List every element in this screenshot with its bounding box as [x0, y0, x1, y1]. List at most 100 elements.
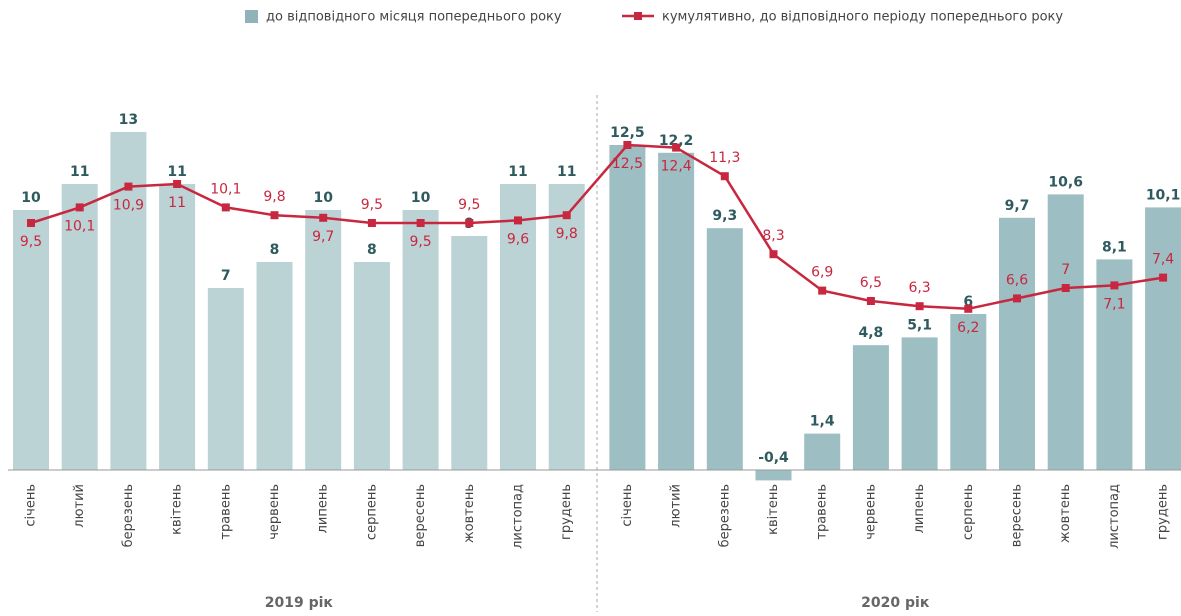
line-marker — [367, 219, 376, 227]
x-tick-label: травень — [218, 484, 233, 540]
line-label: 6,3 — [908, 280, 930, 296]
bar — [950, 314, 987, 470]
bar — [256, 262, 293, 470]
x-tick-label: вересень — [413, 484, 428, 547]
line-marker — [319, 213, 328, 222]
bar-label: 1,4 — [810, 414, 835, 430]
bar-label: 8,1 — [1102, 239, 1127, 255]
line-marker — [964, 304, 973, 313]
line-marker — [562, 211, 571, 220]
x-tick-label: червень — [267, 484, 282, 540]
bar — [207, 288, 244, 470]
line-label: 9,5 — [361, 197, 383, 213]
bar — [804, 433, 841, 470]
line-marker — [1159, 273, 1168, 282]
bar — [1145, 207, 1181, 470]
line-marker — [173, 180, 182, 188]
x-tick-label: квітень — [170, 484, 185, 535]
bar-label: 9,3 — [712, 208, 737, 224]
bar — [706, 228, 743, 470]
bar-label: 12,2 — [659, 133, 694, 149]
bar — [305, 210, 342, 470]
x-tick-label: березень — [121, 484, 136, 547]
line-marker — [465, 219, 474, 227]
line-marker — [769, 250, 778, 259]
bar-label: 10 — [411, 190, 431, 206]
bar — [159, 184, 196, 470]
bar-label: 11 — [557, 164, 576, 180]
bar-label: 11 — [508, 164, 527, 180]
line-marker — [1110, 281, 1119, 290]
bar-label: 10 — [313, 190, 333, 206]
bar — [999, 217, 1035, 470]
line-label: 9,5 — [458, 197, 480, 213]
line-label: 9,8 — [556, 226, 578, 242]
x-tick-label: листопад — [1107, 484, 1122, 549]
bar-label: 10,6 — [1048, 174, 1083, 190]
bar-label: 5,1 — [907, 317, 932, 333]
bar — [13, 210, 49, 470]
x-tick-label: липень — [316, 484, 331, 533]
line-label: 6,6 — [1006, 272, 1028, 288]
x-tick-label: січень — [620, 484, 635, 527]
group-label: 2019 рік — [265, 595, 334, 611]
x-tick-label: серпень — [961, 484, 976, 540]
x-tick-label: вересень — [1010, 484, 1025, 547]
line-label: 10,9 — [113, 198, 144, 214]
line-label: 9,5 — [20, 234, 42, 250]
x-tick-label: грудень — [559, 484, 574, 540]
legend-label: кумулятивно, до відповідного періоду поп… — [662, 10, 1063, 25]
line-marker — [221, 203, 230, 212]
bar-label: 4,8 — [858, 325, 883, 341]
line-label: 6,2 — [957, 320, 979, 336]
x-tick-label: жовтень — [462, 484, 477, 543]
line-marker — [1013, 294, 1021, 303]
bar — [901, 337, 938, 470]
line-label: 12,4 — [661, 159, 692, 175]
line-marker — [866, 297, 875, 305]
bar — [609, 145, 646, 470]
bar-label: 8 — [367, 242, 377, 258]
bar-label: 13 — [119, 112, 138, 128]
x-tick-label: квітень — [766, 484, 781, 535]
line-label: 9,8 — [263, 189, 285, 205]
legend-marker — [634, 12, 642, 20]
line-label: 11,3 — [709, 150, 740, 166]
bar — [61, 184, 98, 470]
line-marker — [75, 203, 84, 212]
line-label: 7,4 — [1152, 252, 1174, 268]
line-label: 7 — [1061, 262, 1070, 278]
legend-swatch — [245, 10, 258, 23]
line-marker — [416, 219, 425, 227]
line-label: 11 — [168, 195, 186, 211]
x-tick-label: липень — [912, 484, 927, 533]
bar-label: 7 — [221, 268, 231, 284]
line-label: 9,5 — [409, 234, 431, 250]
group-label: 2020 рік — [861, 595, 930, 611]
bar-label: 12,5 — [610, 125, 645, 141]
line-label: 9,6 — [507, 231, 529, 247]
bar — [548, 184, 585, 470]
x-tick-label: лютий — [669, 484, 684, 528]
bar — [1096, 259, 1133, 470]
line-label: 8,3 — [762, 228, 784, 244]
line-marker — [124, 182, 133, 191]
bar-label: 8 — [270, 242, 280, 258]
x-tick-label: жовтень — [1058, 484, 1073, 543]
line-label: 12,5 — [612, 156, 643, 172]
bar — [1047, 194, 1084, 470]
bar-label: 10 — [21, 190, 41, 206]
bar-label: 11 — [167, 164, 186, 180]
line-marker — [720, 172, 729, 181]
line-marker — [818, 286, 827, 295]
bar-label: 10,1 — [1146, 187, 1181, 203]
x-tick-label: лютий — [72, 484, 87, 528]
x-tick-label: грудень — [1156, 484, 1171, 540]
bar-label: 11 — [70, 164, 89, 180]
bar-label: 6 — [963, 294, 973, 310]
bar — [402, 210, 439, 470]
x-tick-label: січень — [24, 484, 39, 527]
bar — [755, 470, 792, 481]
x-tick-label: листопад — [511, 484, 526, 549]
